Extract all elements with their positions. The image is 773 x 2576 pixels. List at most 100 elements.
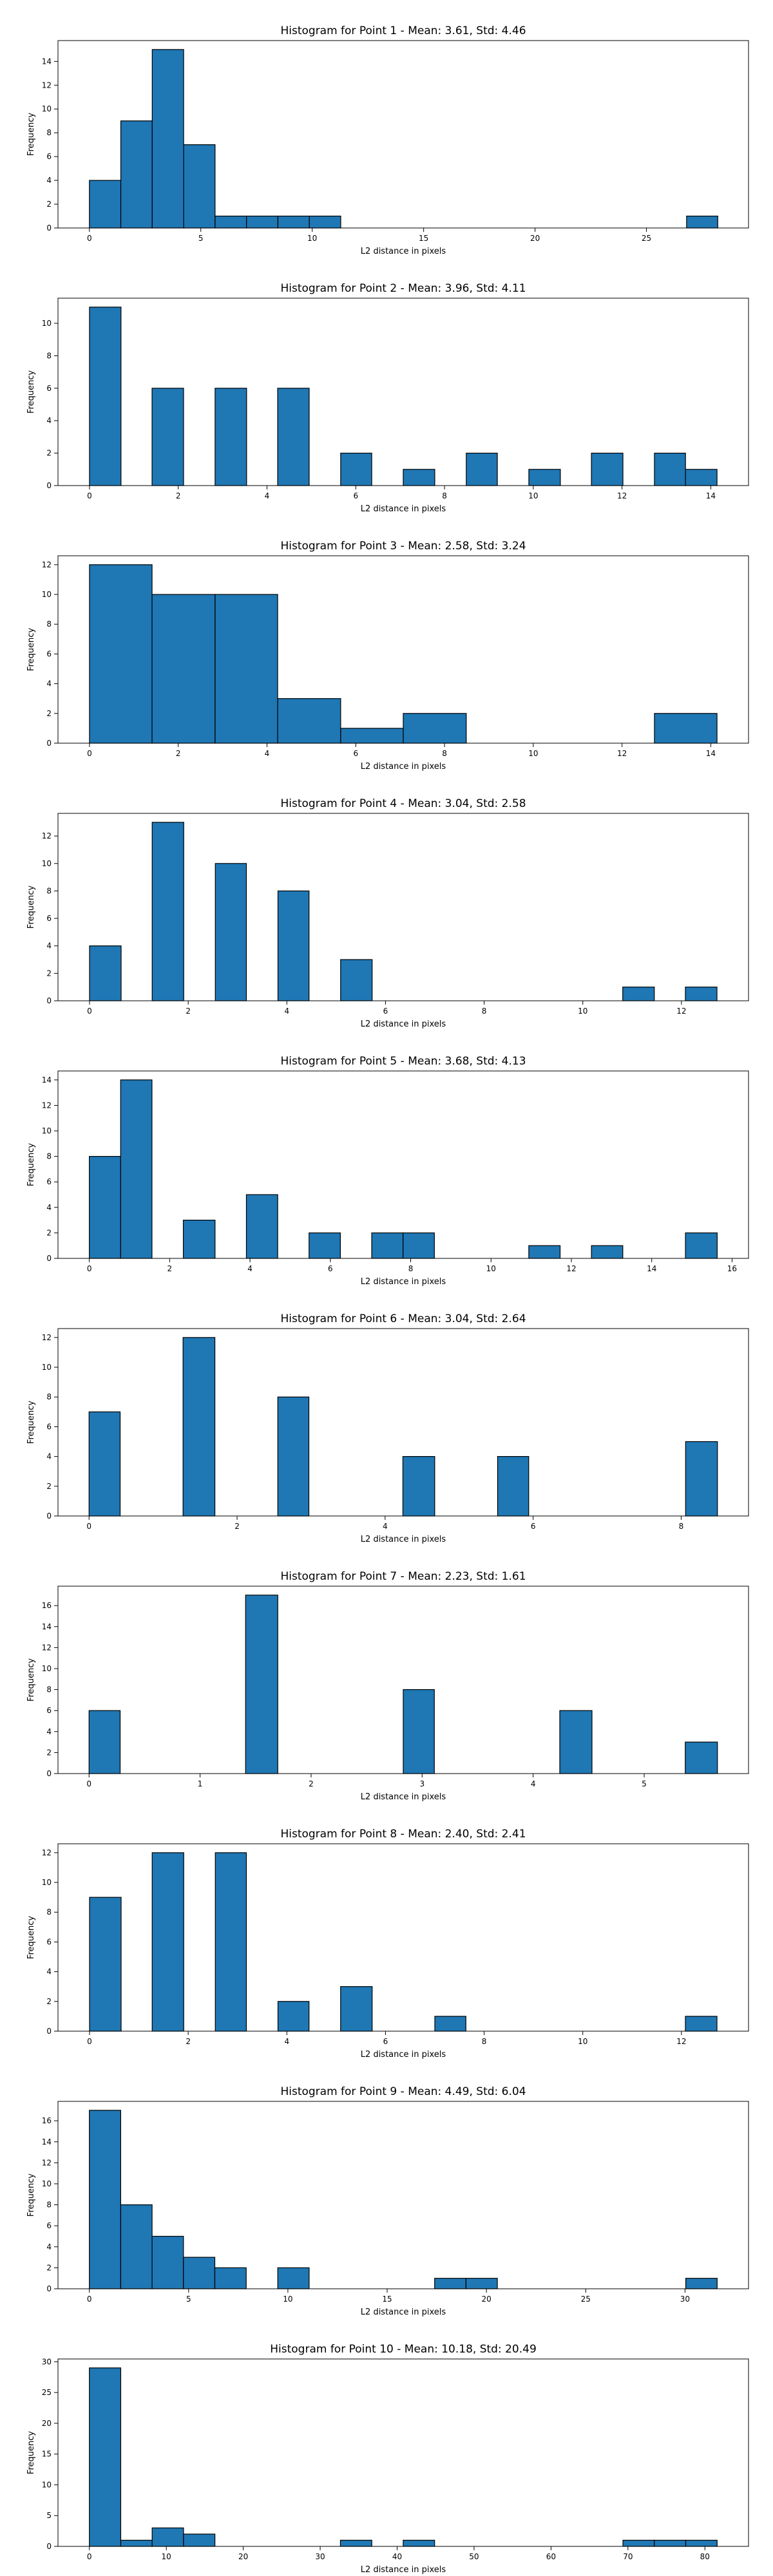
x-tick-label: 6 bbox=[328, 1264, 333, 1273]
x-axis-label: L2 distance in pixels bbox=[361, 1019, 446, 1029]
plot-frame bbox=[57, 1586, 749, 1774]
histogram-bar bbox=[654, 713, 718, 744]
histogram-bar bbox=[403, 469, 435, 486]
histogram-bar bbox=[685, 469, 718, 486]
histogram-bar bbox=[340, 728, 404, 744]
x-tick-label: 2 bbox=[176, 749, 181, 758]
x-tick-label: 0 bbox=[87, 2037, 92, 2046]
histogram-bar bbox=[120, 2204, 153, 2289]
histogram-bar bbox=[151, 2235, 184, 2289]
chart-title: Histogram for Point 6 - Mean: 3.04, Std:… bbox=[280, 1312, 526, 1325]
histogram-bar bbox=[465, 2278, 498, 2289]
histogram-bar bbox=[403, 1689, 435, 1774]
chart-panel-7: Histogram for Point 7 - Mean: 2.23, Std:… bbox=[26, 1570, 749, 1802]
x-tick-label: 10 bbox=[528, 749, 538, 758]
histogram-bar bbox=[120, 2539, 153, 2547]
y-tick-label: 8 bbox=[46, 1685, 52, 1694]
y-tick-label: 0 bbox=[46, 223, 52, 232]
y-axis-label: Frequency bbox=[26, 1143, 36, 1186]
x-tick-label: 14 bbox=[706, 491, 716, 500]
x-tick-label: 12 bbox=[676, 2037, 686, 2046]
histogram-bar bbox=[245, 1194, 278, 1259]
y-axis-label: Frequency bbox=[26, 886, 36, 929]
chart-panel-1: Histogram for Point 1 - Mean: 3.61, Std:… bbox=[26, 24, 749, 256]
y-tick-label: 10 bbox=[42, 319, 52, 328]
x-tick-label: 0 bbox=[87, 1264, 92, 1273]
histogram-bar bbox=[151, 1852, 184, 2032]
x-tick-label: 6 bbox=[531, 1522, 536, 1531]
x-tick-label: 0 bbox=[87, 2295, 92, 2304]
y-tick-label: 8 bbox=[46, 351, 52, 360]
x-tick-label: 0 bbox=[87, 2552, 92, 2561]
x-tick-label: 25 bbox=[581, 2295, 591, 2304]
plot-frame bbox=[57, 1070, 749, 1259]
histogram-bar bbox=[151, 49, 184, 229]
x-tick-label: 6 bbox=[353, 749, 358, 758]
histogram-bar bbox=[559, 1710, 593, 1774]
y-tick-label: 6 bbox=[46, 1937, 52, 1946]
y-tick-label: 2 bbox=[46, 1748, 52, 1757]
x-axis-label: L2 distance in pixels bbox=[361, 247, 446, 256]
x-tick-label: 0 bbox=[87, 491, 92, 500]
y-tick-label: 2 bbox=[46, 1482, 52, 1491]
y-tick-label: 6 bbox=[46, 1177, 52, 1186]
histogram-bar bbox=[182, 1337, 216, 1517]
y-tick-label: 6 bbox=[46, 2221, 52, 2230]
histogram-bar bbox=[685, 2016, 718, 2032]
chart-panel-2: Histogram for Point 2 - Mean: 3.96, Std:… bbox=[26, 282, 749, 514]
x-tick-label: 5 bbox=[642, 1779, 647, 1788]
histogram-bar bbox=[151, 388, 184, 486]
x-tick-label: 14 bbox=[647, 1264, 656, 1273]
y-tick-label: 6 bbox=[46, 1706, 52, 1715]
y-tick-label: 2 bbox=[46, 200, 52, 209]
chart-panel-9: Histogram for Point 9 - Mean: 4.49, Std:… bbox=[26, 2085, 749, 2317]
histogram-bar bbox=[309, 215, 341, 229]
x-tick-label: 10 bbox=[283, 2295, 292, 2304]
y-tick-label: 8 bbox=[46, 620, 52, 629]
y-axis-label: Frequency bbox=[26, 2174, 36, 2217]
x-axis-label: L2 distance in pixels bbox=[361, 1535, 446, 1544]
y-tick-label: 2 bbox=[46, 1228, 52, 1237]
chart-title: Histogram for Point 1 - Mean: 3.61, Std:… bbox=[280, 24, 526, 37]
x-tick-label: 10 bbox=[578, 1007, 587, 1016]
y-tick-label: 6 bbox=[46, 649, 52, 658]
histogram-bar bbox=[277, 890, 310, 1001]
x-tick-label: 4 bbox=[265, 491, 270, 500]
y-axis-label: Frequency bbox=[26, 2431, 36, 2474]
y-tick-label: 8 bbox=[46, 1908, 52, 1917]
x-tick-label: 0 bbox=[86, 1522, 91, 1531]
y-tick-label: 30 bbox=[42, 2357, 52, 2366]
histogram-bar bbox=[403, 713, 467, 744]
x-tick-label: 14 bbox=[706, 749, 716, 758]
chart-panel-3: Histogram for Point 3 - Mean: 2.58, Std:… bbox=[26, 540, 749, 772]
y-tick-label: 2 bbox=[46, 1997, 52, 2006]
histogram-bar bbox=[685, 987, 718, 1001]
x-tick-label: 25 bbox=[642, 234, 651, 243]
x-tick-label: 4 bbox=[265, 749, 270, 758]
y-tick-label: 2 bbox=[46, 709, 52, 718]
chart-panel-5: Histogram for Point 5 - Mean: 3.68, Std:… bbox=[26, 1055, 749, 1287]
y-tick-label: 14 bbox=[42, 57, 52, 66]
histogram-bar bbox=[466, 453, 498, 486]
histogram-bar bbox=[277, 2267, 310, 2289]
x-tick-label: 1 bbox=[198, 1779, 203, 1788]
plot-frame bbox=[57, 555, 749, 744]
histogram-bar bbox=[183, 144, 216, 229]
x-tick-label: 4 bbox=[284, 2037, 289, 2046]
x-tick-label: 16 bbox=[727, 1264, 737, 1273]
y-axis-label: Frequency bbox=[26, 628, 36, 671]
histogram-bar bbox=[89, 1897, 122, 2032]
y-tick-label: 10 bbox=[42, 1664, 52, 1673]
histogram-bar bbox=[403, 2539, 435, 2547]
x-tick-label: 2 bbox=[234, 1522, 240, 1531]
y-tick-label: 0 bbox=[46, 996, 52, 1005]
histogram-bar bbox=[622, 2539, 655, 2547]
histogram-bar bbox=[434, 2016, 466, 2032]
x-tick-label: 15 bbox=[419, 234, 428, 243]
histogram-bar bbox=[497, 1456, 530, 1517]
y-tick-label: 4 bbox=[46, 176, 52, 185]
y-tick-label: 10 bbox=[42, 2480, 52, 2489]
histogram-bar bbox=[654, 2539, 687, 2547]
histogram-bar bbox=[88, 1710, 121, 1774]
